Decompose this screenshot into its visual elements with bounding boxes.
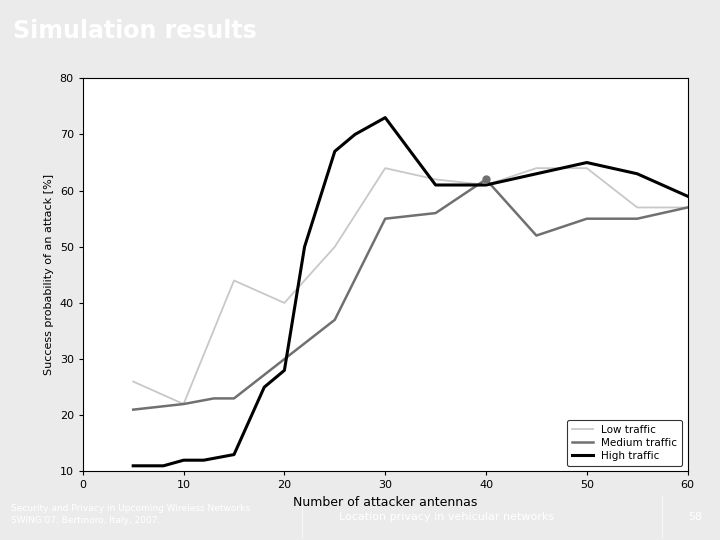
High traffic bbox=[199, 457, 208, 463]
High traffic bbox=[129, 463, 138, 469]
High traffic bbox=[260, 384, 269, 390]
Low traffic bbox=[381, 165, 390, 171]
High traffic bbox=[683, 193, 692, 199]
High traffic bbox=[582, 159, 591, 166]
Legend: Low traffic, Medium traffic, High traffic: Low traffic, Medium traffic, High traffi… bbox=[567, 420, 683, 466]
Low traffic bbox=[230, 277, 238, 284]
Low traffic bbox=[532, 165, 541, 171]
Low traffic bbox=[582, 165, 591, 171]
High traffic bbox=[532, 171, 541, 177]
High traffic bbox=[159, 463, 168, 469]
Text: Security and Privacy in Upcoming Wireless Networks
SWING'07, Bertinoro, Italy, 2: Security and Privacy in Upcoming Wireles… bbox=[11, 504, 250, 524]
Medium traffic bbox=[230, 395, 238, 402]
Medium traffic bbox=[210, 395, 218, 402]
High traffic bbox=[280, 367, 289, 374]
Medium traffic bbox=[532, 232, 541, 239]
Low traffic bbox=[330, 244, 339, 250]
Low traffic bbox=[179, 401, 188, 407]
Medium traffic bbox=[482, 176, 490, 183]
Line: Medium traffic: Medium traffic bbox=[133, 179, 688, 410]
Low traffic bbox=[683, 204, 692, 211]
Line: Low traffic: Low traffic bbox=[133, 168, 688, 404]
Text: Location privacy in vehicular networks: Location privacy in vehicular networks bbox=[339, 511, 554, 522]
High traffic bbox=[431, 182, 440, 188]
High traffic bbox=[179, 457, 188, 463]
Medium traffic bbox=[633, 215, 642, 222]
Low traffic bbox=[280, 300, 289, 306]
Medium traffic bbox=[129, 407, 138, 413]
Medium traffic bbox=[280, 356, 289, 362]
Medium traffic bbox=[381, 215, 390, 222]
Low traffic bbox=[431, 176, 440, 183]
Medium traffic bbox=[431, 210, 440, 217]
High traffic bbox=[482, 182, 490, 188]
Low traffic bbox=[633, 204, 642, 211]
High traffic bbox=[351, 131, 359, 138]
High traffic bbox=[381, 114, 390, 121]
X-axis label: Number of attacker antennas: Number of attacker antennas bbox=[293, 496, 477, 509]
Medium traffic bbox=[179, 401, 188, 407]
High traffic bbox=[330, 148, 339, 154]
High traffic bbox=[300, 244, 309, 250]
Line: High traffic: High traffic bbox=[133, 118, 688, 466]
Text: 58: 58 bbox=[688, 511, 702, 522]
Low traffic bbox=[129, 379, 138, 385]
Medium traffic bbox=[330, 316, 339, 323]
Y-axis label: Success probability of an attack [%]: Success probability of an attack [%] bbox=[44, 174, 54, 375]
Medium traffic bbox=[683, 204, 692, 211]
Text: Simulation results: Simulation results bbox=[13, 19, 257, 43]
Medium traffic bbox=[582, 215, 591, 222]
Low traffic bbox=[482, 182, 490, 188]
High traffic bbox=[230, 451, 238, 458]
High traffic bbox=[633, 171, 642, 177]
